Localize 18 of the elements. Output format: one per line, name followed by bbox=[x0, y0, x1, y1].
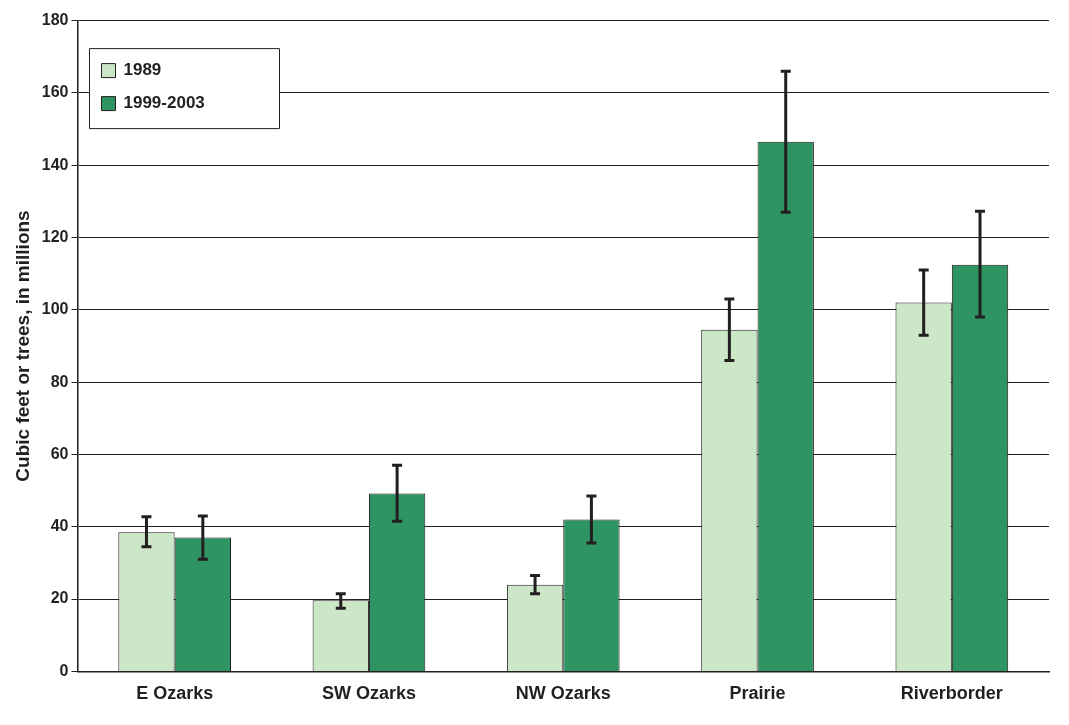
x-tick-label: Prairie bbox=[729, 683, 786, 704]
y-tick-label: 40 bbox=[50, 517, 69, 535]
y-tick-label: 0 bbox=[59, 661, 69, 679]
y-tick-label: 60 bbox=[50, 444, 69, 462]
legend-label: 1999-2003 bbox=[123, 93, 205, 113]
x-tick-label: E Ozarks bbox=[136, 683, 214, 704]
y-tick-label: 120 bbox=[41, 227, 69, 245]
y-tick-label: 80 bbox=[50, 372, 69, 390]
y-tick-label: 100 bbox=[41, 300, 69, 318]
y-tick-label: 140 bbox=[41, 155, 69, 173]
x-tick-label: NW Ozarks bbox=[515, 683, 611, 704]
y-tick-label: 180 bbox=[41, 11, 69, 29]
y-tick-label: 160 bbox=[41, 83, 69, 101]
x-tick-label: Riverborder bbox=[900, 683, 1003, 704]
legend-label: 1989 bbox=[123, 60, 162, 80]
x-tick-label: SW Ozarks bbox=[321, 683, 416, 704]
y-axis-title: Cubic feet or trees, in millions bbox=[11, 210, 33, 482]
y-tick-label: 20 bbox=[50, 589, 69, 607]
